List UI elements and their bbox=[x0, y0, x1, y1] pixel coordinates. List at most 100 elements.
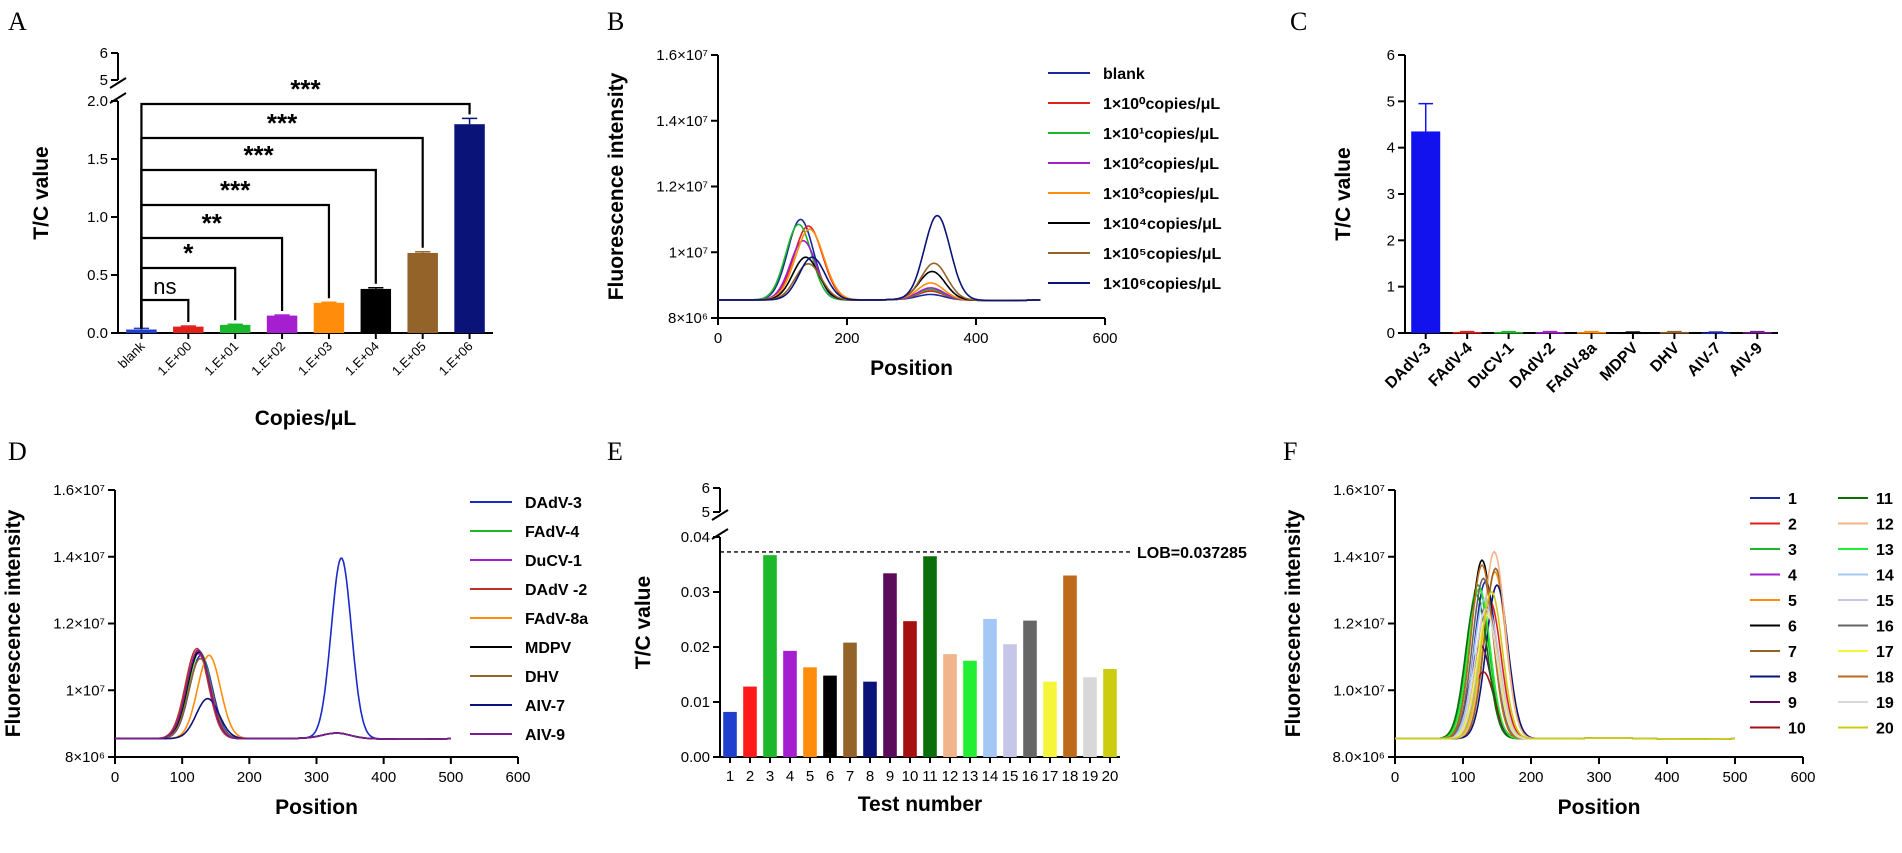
series-line-11 bbox=[1395, 594, 1735, 741]
series-line-9 bbox=[115, 649, 451, 741]
x-tick-label: 1.E+05 bbox=[389, 339, 429, 379]
y-tick-label: 1.4×10⁷ bbox=[53, 549, 105, 566]
legend-label: DAdV -2 bbox=[525, 582, 587, 599]
bar-11 bbox=[923, 556, 937, 757]
y-tick-label: 5 bbox=[702, 504, 710, 521]
x-axis-label: Copies/μL bbox=[255, 407, 357, 430]
y-tick-label: 0.0 bbox=[87, 325, 108, 342]
series-line-15 bbox=[1395, 610, 1735, 741]
x-tick-label: 0 bbox=[111, 769, 119, 786]
bar-5 bbox=[1576, 332, 1607, 334]
x-tick-label: 19 bbox=[1082, 768, 1099, 785]
x-tick-label: 1 bbox=[726, 768, 734, 785]
bar-6 bbox=[823, 675, 837, 757]
y-tick-label: 0.02 bbox=[681, 639, 710, 656]
y-axis-label: Fluorescence intensity bbox=[605, 72, 628, 300]
series-line-6 bbox=[115, 651, 451, 741]
y-tick-label: 6 bbox=[1387, 47, 1395, 64]
bar-5 bbox=[803, 667, 817, 757]
x-tick-label: 500 bbox=[438, 769, 463, 786]
x-tick-label: 14 bbox=[982, 768, 999, 785]
legend-label: 12 bbox=[1876, 517, 1894, 534]
x-tick-label: MDPV bbox=[1597, 340, 1642, 385]
x-tick-label: AIV-9 bbox=[1726, 340, 1766, 380]
y-axis-label: T/C value bbox=[1332, 147, 1355, 240]
legend-label: DHV bbox=[525, 669, 559, 686]
series-line-3 bbox=[115, 652, 451, 741]
y-tick-label: 5 bbox=[100, 72, 108, 89]
x-tick-label: 15 bbox=[1002, 768, 1019, 785]
series-line-20 bbox=[1395, 590, 1735, 741]
legend-label: 18 bbox=[1876, 670, 1894, 687]
bar-7 bbox=[1659, 332, 1689, 334]
x-axis-label: Position bbox=[1558, 796, 1641, 819]
x-tick-label: 12 bbox=[942, 768, 959, 785]
legend-label: 14 bbox=[1876, 568, 1894, 585]
y-tick-label: 5 bbox=[1387, 93, 1395, 110]
x-tick-label: 400 bbox=[963, 330, 988, 347]
x-tick-label: 5 bbox=[806, 768, 814, 785]
x-tick-label: 9 bbox=[886, 768, 894, 785]
series-line-3 bbox=[718, 223, 1041, 302]
y-tick-label: 0.00 bbox=[681, 749, 710, 766]
bar-10 bbox=[903, 621, 917, 757]
x-tick-label: 100 bbox=[1450, 769, 1475, 786]
x-tick-label: 1.E+04 bbox=[342, 339, 382, 379]
legend-label: AIV-7 bbox=[525, 698, 565, 715]
bar-7 bbox=[407, 252, 438, 333]
y-tick-label: 6 bbox=[702, 480, 710, 497]
x-axis-label: Position bbox=[275, 796, 358, 819]
legend-label: 9 bbox=[1788, 695, 1797, 712]
series-line-8 bbox=[1395, 584, 1735, 741]
bar-1 bbox=[1411, 131, 1441, 333]
legend-label: 17 bbox=[1876, 644, 1894, 661]
legend-label: 6 bbox=[1788, 619, 1797, 636]
series-line-4 bbox=[1395, 604, 1735, 741]
legend-label: AIV-9 bbox=[525, 727, 565, 744]
series-line-9 bbox=[1395, 644, 1735, 741]
panel-c: 0123456DAdV-3FAdV-4DuCV-1DAdV-2FAdV-8aMD… bbox=[1332, 47, 1778, 396]
series-line-2 bbox=[115, 651, 451, 741]
legend-label: MDPV bbox=[525, 640, 572, 657]
x-tick-label: 200 bbox=[1518, 769, 1543, 786]
y-tick-label: 1.2×10⁷ bbox=[53, 616, 105, 633]
y-tick-label: 8×10⁶ bbox=[65, 749, 105, 766]
y-tick-label: 0 bbox=[1387, 325, 1395, 342]
bar-1 bbox=[126, 329, 157, 333]
legend-label: DAdV-3 bbox=[525, 495, 582, 512]
legend-label: FAdV-4 bbox=[525, 524, 579, 541]
x-tick-label: 1.E+00 bbox=[154, 339, 194, 379]
legend-label: DuCV-1 bbox=[525, 553, 582, 570]
legend-label: 11 bbox=[1876, 491, 1893, 508]
significance-label: *** bbox=[267, 108, 298, 138]
bar-12 bbox=[943, 654, 957, 757]
bar-15 bbox=[1003, 644, 1017, 757]
x-tick-label: 0 bbox=[714, 330, 722, 347]
legend-label: 1×10¹copies/μL bbox=[1103, 126, 1219, 143]
bar-13 bbox=[963, 660, 977, 757]
significance-label: *** bbox=[243, 140, 274, 170]
series-line-1 bbox=[1395, 581, 1735, 741]
panel-d: 8×10⁶ 1×10⁷ 1.2×10⁷ 1.4×10⁷ 1.6×10⁷ 0 100 200 30… bbox=[2, 482, 588, 819]
legend-label: 3 bbox=[1788, 542, 1797, 559]
series-line-5 bbox=[718, 228, 1041, 302]
y-tick-label: 1.6×10⁷ bbox=[656, 47, 708, 64]
legend-label: 7 bbox=[1788, 644, 1797, 661]
y-tick-label: 1 bbox=[1387, 279, 1395, 296]
x-tick-label: 200 bbox=[834, 330, 859, 347]
x-tick-label: 7 bbox=[846, 768, 854, 785]
series-line-18 bbox=[1395, 563, 1735, 741]
y-tick-label: 8×10⁶ bbox=[668, 310, 708, 327]
x-tick-label: 2 bbox=[746, 768, 754, 785]
panel-label-d: D bbox=[8, 437, 27, 466]
panel-label-f: F bbox=[1283, 437, 1297, 466]
series-line-16 bbox=[1395, 577, 1735, 741]
panel-label-a: A bbox=[8, 7, 27, 36]
bar-1 bbox=[723, 711, 737, 757]
panel-f: 8.0×10⁶ 1.0×10⁷ 1.2×10⁷ 1.4×10⁷ 1.6×10⁷ 0 100 2… bbox=[1282, 482, 1894, 819]
series-line-1 bbox=[115, 557, 451, 741]
series-line-3 bbox=[1395, 584, 1735, 741]
legend-label: 16 bbox=[1876, 619, 1894, 636]
significance-label: *** bbox=[220, 175, 251, 205]
